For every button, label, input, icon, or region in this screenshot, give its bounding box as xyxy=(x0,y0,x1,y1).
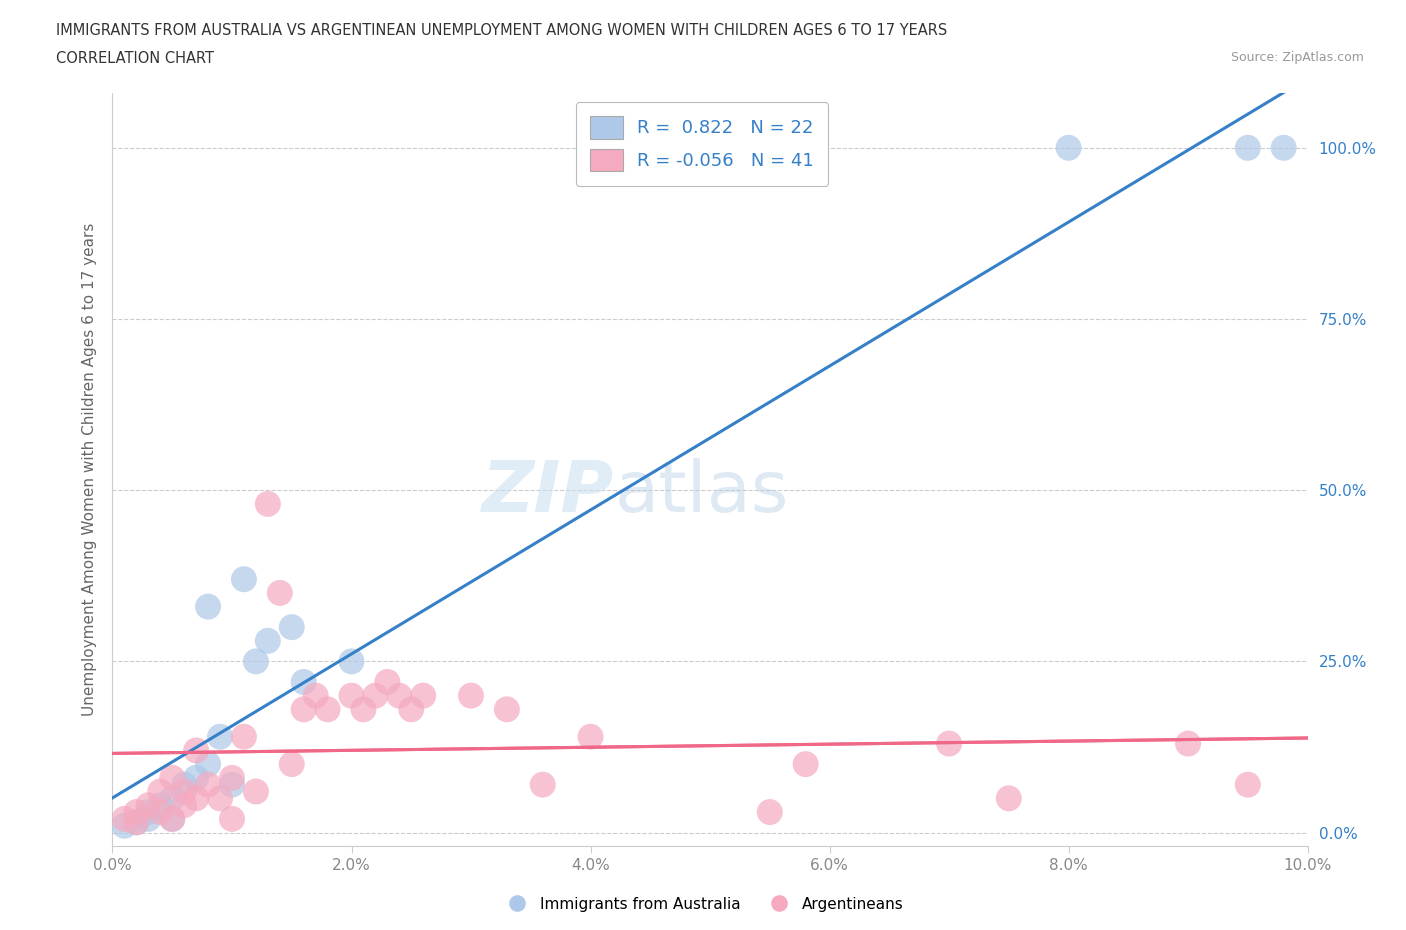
Point xyxy=(292,702,315,717)
Point xyxy=(221,812,243,827)
Point xyxy=(197,599,219,614)
Legend: R =  0.822   N = 22, R = -0.056   N = 41: R = 0.822 N = 22, R = -0.056 N = 41 xyxy=(575,102,828,186)
Point xyxy=(162,812,183,827)
Point xyxy=(209,790,232,805)
Point xyxy=(1237,140,1260,155)
Point xyxy=(794,757,817,772)
Point xyxy=(221,770,243,785)
Point xyxy=(305,688,328,703)
Point xyxy=(138,804,160,819)
Point xyxy=(138,812,160,827)
Point xyxy=(412,688,434,703)
Point xyxy=(257,497,280,512)
Point xyxy=(125,815,148,830)
Point xyxy=(340,654,363,669)
Point xyxy=(353,702,375,717)
Point xyxy=(162,770,183,785)
Point xyxy=(1057,140,1080,155)
Point xyxy=(340,688,363,703)
Point xyxy=(245,654,267,669)
Point xyxy=(269,586,291,601)
Point xyxy=(316,702,339,717)
Point xyxy=(460,688,482,703)
Text: atlas: atlas xyxy=(614,458,789,526)
Point xyxy=(292,674,315,689)
Point xyxy=(173,784,195,799)
Point xyxy=(149,798,172,813)
Point xyxy=(186,770,208,785)
Text: ZIP: ZIP xyxy=(482,458,614,526)
Point xyxy=(162,812,183,827)
Point xyxy=(233,572,256,587)
Point xyxy=(173,798,195,813)
Point xyxy=(1237,777,1260,792)
Point xyxy=(233,729,256,744)
Legend: Immigrants from Australia, Argentineans: Immigrants from Australia, Argentineans xyxy=(496,891,910,918)
Point xyxy=(125,804,148,819)
Point xyxy=(173,777,195,792)
Point xyxy=(186,790,208,805)
Point xyxy=(245,784,267,799)
Point xyxy=(579,729,602,744)
Point xyxy=(114,818,135,833)
Point xyxy=(759,804,782,819)
Text: Source: ZipAtlas.com: Source: ZipAtlas.com xyxy=(1230,51,1364,64)
Point xyxy=(401,702,423,717)
Point xyxy=(209,729,232,744)
Point xyxy=(998,790,1021,805)
Text: CORRELATION CHART: CORRELATION CHART xyxy=(56,51,214,66)
Point xyxy=(138,798,160,813)
Text: IMMIGRANTS FROM AUSTRALIA VS ARGENTINEAN UNEMPLOYMENT AMONG WOMEN WITH CHILDREN : IMMIGRANTS FROM AUSTRALIA VS ARGENTINEAN… xyxy=(56,23,948,38)
Point xyxy=(149,784,172,799)
Point xyxy=(496,702,519,717)
Point xyxy=(388,688,411,703)
Point xyxy=(186,743,208,758)
Point xyxy=(197,757,219,772)
Point xyxy=(162,790,183,805)
Point xyxy=(364,688,387,703)
Point xyxy=(114,812,135,827)
Point xyxy=(197,777,219,792)
Y-axis label: Unemployment Among Women with Children Ages 6 to 17 years: Unemployment Among Women with Children A… xyxy=(82,223,97,716)
Point xyxy=(281,619,304,634)
Point xyxy=(281,757,304,772)
Point xyxy=(149,804,172,819)
Point xyxy=(1272,140,1295,155)
Point xyxy=(257,633,280,648)
Point xyxy=(1177,737,1199,751)
Point xyxy=(531,777,554,792)
Point xyxy=(125,815,148,830)
Point xyxy=(377,674,399,689)
Point xyxy=(938,737,960,751)
Point xyxy=(221,777,243,792)
